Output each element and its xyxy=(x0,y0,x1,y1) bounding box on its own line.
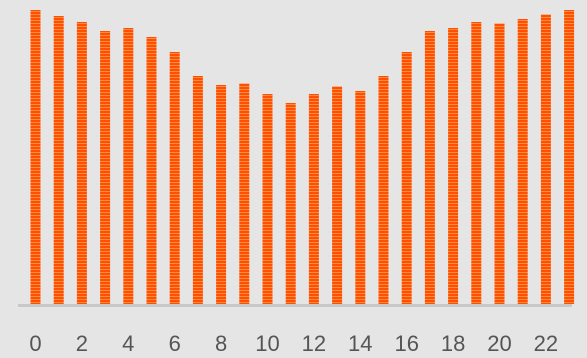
x-tick-label-14: 14 xyxy=(348,331,372,356)
bar-11 xyxy=(285,103,296,304)
x-tick-label-0: 0 xyxy=(29,331,41,356)
x-tick-label-20: 20 xyxy=(487,331,511,356)
x-tick-label-8: 8 xyxy=(215,331,227,356)
bar-23 xyxy=(564,10,575,304)
x-tick-label-6: 6 xyxy=(169,331,181,356)
bar-14 xyxy=(355,91,366,304)
bar-13 xyxy=(332,86,343,304)
bar-6 xyxy=(169,52,180,304)
bars-group xyxy=(30,10,575,304)
x-tick-label-16: 16 xyxy=(394,331,418,356)
bar-1 xyxy=(53,16,64,304)
bar-17 xyxy=(424,31,435,304)
bar-15 xyxy=(378,76,389,304)
x-tick-label-2: 2 xyxy=(76,331,88,356)
x-tick-label-18: 18 xyxy=(441,331,465,356)
bar-18 xyxy=(448,28,459,304)
x-tick-label-10: 10 xyxy=(255,331,279,356)
bar-9 xyxy=(239,83,250,304)
x-tick-label-4: 4 xyxy=(122,331,134,356)
x-tick-labels: 0 2 4 6 8 10 12 14 16 18 20 22 xyxy=(29,331,558,356)
x-tick-label-12: 12 xyxy=(302,331,326,356)
bar-20 xyxy=(494,23,505,304)
bar-22 xyxy=(540,14,551,304)
bar-4 xyxy=(123,28,134,304)
bar-21 xyxy=(517,19,528,304)
bar-7 xyxy=(192,76,203,304)
bar-12 xyxy=(308,94,319,304)
bar-8 xyxy=(216,85,227,304)
bar-19 xyxy=(471,22,482,304)
x-tick-label-22: 22 xyxy=(534,331,558,356)
bar-5 xyxy=(146,37,157,304)
bar-0 xyxy=(30,10,41,304)
bar-10 xyxy=(262,94,273,304)
bar-16 xyxy=(401,52,412,304)
bar-2 xyxy=(76,22,87,304)
bar-3 xyxy=(100,31,111,304)
